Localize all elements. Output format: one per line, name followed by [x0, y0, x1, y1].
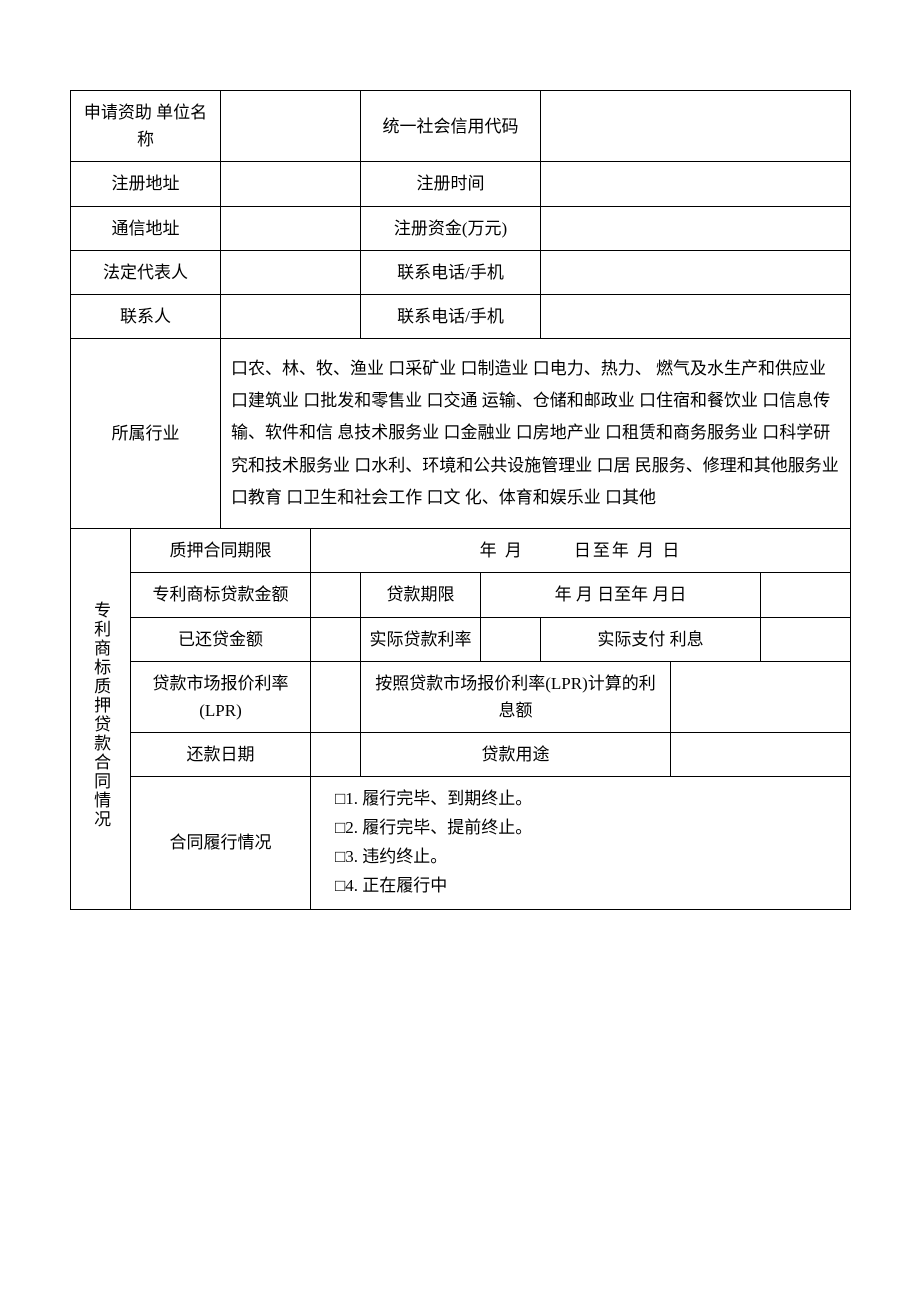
contract-option-3[interactable]: □3. 违约终止。 [335, 843, 844, 872]
table-row: 专利商标贷款金额 贷款期限 年 月 日至年 月日 [71, 573, 851, 617]
field-actual-rate[interactable] [481, 617, 541, 661]
label-repaid-amount: 已还贷金额 [131, 617, 311, 661]
contract-option-2[interactable]: □2. 履行完毕、提前终止。 [335, 814, 844, 843]
field-pledge-term[interactable]: 年 月 日至年 月 日 [311, 529, 851, 573]
label-loan-section: 专利商标质押贷款合同情况 [71, 529, 131, 910]
field-legal-rep[interactable] [221, 250, 361, 294]
label-loan-term: 贷款期限 [361, 573, 481, 617]
table-row: 还款日期 贷款用途 [71, 733, 851, 777]
label-mail-address: 通信地址 [71, 206, 221, 250]
label-legal-rep: 法定代表人 [71, 250, 221, 294]
field-actual-interest[interactable] [761, 617, 851, 661]
field-loan-term[interactable]: 年 月 日至年 月日 [481, 573, 761, 617]
label-applicant-name: 申请资助 单位名称 [71, 91, 221, 162]
table-row: 专利商标质押贷款合同情况 质押合同期限 年 月日至年 月 日 [71, 529, 851, 573]
label-phone2: 联系电话/手机 [361, 294, 541, 338]
label-loan-amount: 专利商标贷款金额 [131, 573, 311, 617]
vertical-section-title: 专利商标质押贷款合同情况 [87, 601, 114, 829]
table-row: 注册地址 注册时间 [71, 162, 851, 206]
field-reg-address[interactable] [221, 162, 361, 206]
field-contract-status-options[interactable]: □1. 履行完毕、到期终止。 □2. 履行完毕、提前终止。 □3. 违约终止。 … [311, 777, 851, 910]
contract-option-1[interactable]: □1. 履行完毕、到期终止。 [335, 785, 844, 814]
field-reg-time[interactable] [541, 162, 851, 206]
field-contact[interactable] [221, 294, 361, 338]
label-uscc: 统一社会信用代码 [361, 91, 541, 162]
field-industry-options[interactable]: 口农、林、牧、渔业 口采矿业 口制造业 口电力、热力、 燃气及水生产和供应业 口… [221, 339, 851, 529]
table-row: 合同履行情况 □1. 履行完毕、到期终止。 □2. 履行完毕、提前终止。 □3.… [71, 777, 851, 910]
label-reg-time: 注册时间 [361, 162, 541, 206]
table-row: 贷款市场报价利率(LPR) 按照贷款市场报价利率(LPR)计算的利息额 [71, 661, 851, 732]
label-reg-address: 注册地址 [71, 162, 221, 206]
pledge-term-left: 年 月 [480, 541, 524, 560]
label-reg-capital: 注册资金(万元) [361, 206, 541, 250]
field-loan-use[interactable] [671, 733, 851, 777]
label-actual-rate: 实际贷款利率 [361, 617, 481, 661]
contract-option-4[interactable]: □4. 正在履行中 [335, 872, 844, 901]
field-phone2[interactable] [541, 294, 851, 338]
table-row: 联系人 联系电话/手机 [71, 294, 851, 338]
label-lpr: 贷款市场报价利率(LPR) [131, 661, 311, 732]
label-phone1: 联系电话/手机 [361, 250, 541, 294]
label-pledge-term: 质押合同期限 [131, 529, 311, 573]
field-loan-amount[interactable] [311, 573, 361, 617]
table-row: 申请资助 单位名称 统一社会信用代码 [71, 91, 851, 162]
label-loan-use: 贷款用途 [361, 733, 671, 777]
table-row: 通信地址 注册资金(万元) [71, 206, 851, 250]
table-row: 已还贷金额 实际贷款利率 实际支付 利息 [71, 617, 851, 661]
field-uscc[interactable] [541, 91, 851, 162]
label-contract-status: 合同履行情况 [131, 777, 311, 910]
field-mail-address[interactable] [221, 206, 361, 250]
pledge-term-right: 日至年 月 日 [574, 541, 682, 560]
field-applicant-name[interactable] [221, 91, 361, 162]
field-repay-date[interactable] [311, 733, 361, 777]
label-industry: 所属行业 [71, 339, 221, 529]
field-repaid-amount[interactable] [311, 617, 361, 661]
field-lpr[interactable] [311, 661, 361, 732]
field-reg-capital[interactable] [541, 206, 851, 250]
field-lpr-calc[interactable] [671, 661, 851, 732]
label-contact: 联系人 [71, 294, 221, 338]
label-repay-date: 还款日期 [131, 733, 311, 777]
application-form-table: 申请资助 单位名称 统一社会信用代码 注册地址 注册时间 通信地址 注册资金(万… [70, 90, 851, 910]
label-lpr-calc: 按照贷款市场报价利率(LPR)计算的利息额 [361, 661, 671, 732]
field-phone1[interactable] [541, 250, 851, 294]
table-row: 法定代表人 联系电话/手机 [71, 250, 851, 294]
label-actual-interest: 实际支付 利息 [541, 617, 761, 661]
table-row: 所属行业 口农、林、牧、渔业 口采矿业 口制造业 口电力、热力、 燃气及水生产和… [71, 339, 851, 529]
field-loan-term-extra[interactable] [761, 573, 851, 617]
